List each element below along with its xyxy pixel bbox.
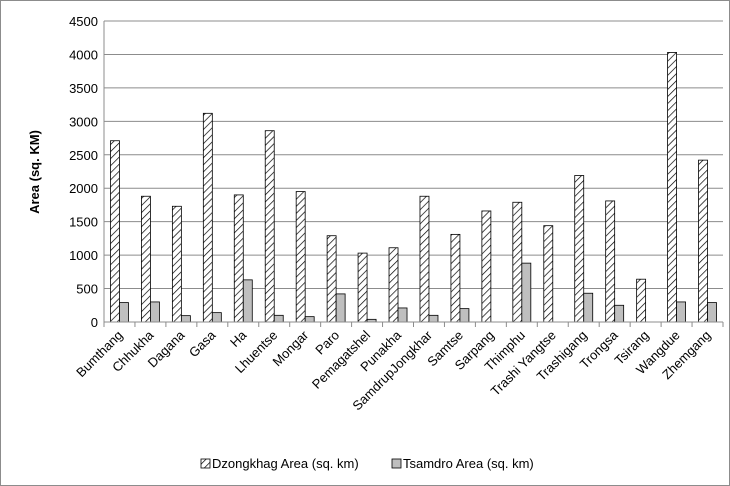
bar-dzongkhag-area: [419, 195, 430, 323]
bar-dzongkhag-area: [667, 52, 677, 323]
y-tick-label: 3000: [69, 114, 98, 129]
bar-tsamdro-area: [521, 262, 532, 323]
bar-dzongkhag-area: [481, 210, 492, 323]
bar-dzongkhag-area: [295, 191, 306, 323]
bar-tsamdro-area: [335, 293, 346, 323]
bar-dzongkhag-area: [233, 194, 244, 323]
y-tick-label: 0: [91, 315, 98, 330]
legend: Dzongkhag Area (sq. km) Tsamdro Area (sq…: [200, 456, 534, 471]
y-tick-label: 3500: [69, 81, 98, 96]
bar-dzongkhag-area: [698, 159, 708, 323]
legend-label-tsamdro: Tsamdro Area (sq. km): [403, 456, 534, 471]
bar-dzongkhag-area: [202, 112, 213, 323]
y-tick-label: 1000: [69, 248, 98, 263]
bar-tsamdro-area: [119, 302, 129, 323]
bar-dzongkhag-area: [636, 278, 647, 323]
bar-dzongkhag-area: [388, 247, 399, 323]
bar-tsamdro-area: [428, 314, 439, 323]
bar-tsamdro-area: [150, 301, 160, 323]
bar-dzongkhag-area: [450, 233, 461, 323]
y-tick-label: 4000: [69, 47, 98, 62]
gridlines: [104, 20, 723, 290]
y-tick-label: 1500: [69, 215, 98, 230]
bar-dzongkhag-area: [141, 195, 151, 323]
axes: [103, 21, 724, 327]
legend-label-dzongkhag: Dzongkhag Area (sq. km): [212, 456, 359, 471]
bar-dzongkhag-area: [512, 201, 523, 323]
bar-dzongkhag-area: [357, 252, 368, 323]
bar-tsamdro-area: [211, 312, 222, 323]
bar-dzongkhag-area: [605, 200, 616, 323]
bar-tsamdro-area: [583, 292, 594, 323]
legend-swatch-dzongkhag: [200, 458, 211, 469]
bar-tsamdro-area: [304, 316, 315, 323]
x-tick-label: Mongar: [270, 327, 312, 369]
bar-tsamdro-area: [273, 314, 284, 323]
bars: [110, 52, 717, 323]
y-tick-label: 2000: [69, 181, 98, 196]
y-axis-title: Area (sq. KM): [27, 130, 42, 214]
tick-labels: 050010001500200025003000350040004500Bumt…: [69, 14, 714, 413]
bar-tsamdro-area: [676, 301, 686, 323]
bar-dzongkhag-area: [326, 235, 337, 323]
x-tick-label: Gasa: [186, 327, 219, 360]
x-tick-label: Ha: [227, 327, 250, 350]
bar-dzongkhag-area: [264, 130, 275, 323]
bar-tsamdro-area: [180, 315, 191, 323]
y-tick-label: 4500: [69, 14, 98, 29]
bar-dzongkhag-area: [543, 225, 554, 323]
bar-dzongkhag-area: [110, 140, 120, 323]
bar-tsamdro-area: [459, 308, 470, 323]
bar-tsamdro-area: [242, 279, 253, 323]
y-tick-label: 2500: [69, 148, 98, 163]
y-tick-label: 500: [76, 282, 98, 297]
bar-dzongkhag-area: [171, 205, 182, 323]
bar-tsamdro-area: [707, 302, 717, 323]
bar-tsamdro-area: [397, 307, 408, 323]
bar-dzongkhag-area: [574, 175, 585, 323]
bar-tsamdro-area: [614, 304, 625, 323]
legend-swatch-tsamdro: [391, 458, 402, 469]
